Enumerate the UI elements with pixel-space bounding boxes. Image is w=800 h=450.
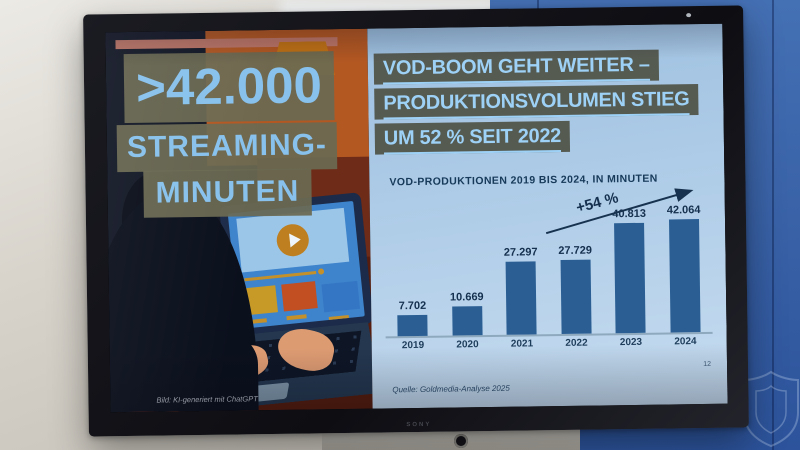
video-player: [236, 207, 350, 273]
tv-brand-logo: SONY: [406, 421, 432, 429]
video-thumbnail: [321, 280, 361, 313]
slide-chart-panel: VOD-BOOM GEHT WEITER – PRODUKTIONSVOLUME…: [367, 23, 728, 409]
thumbnail-caption-bar: [286, 314, 307, 321]
video-thumbnail: [281, 281, 318, 312]
headline-line2: STREAMING-: [116, 122, 338, 173]
camera-lens-icon: [454, 434, 468, 448]
backdrop-seam: [772, 0, 774, 450]
headline-value: >42.000: [123, 51, 335, 124]
play-icon: [275, 222, 311, 258]
tv-status-led: [686, 13, 692, 18]
headline-line3: MINUTEN: [143, 168, 312, 218]
slide-illustration-panel: >42.000 STREAMING- MINUTEN Bild: KI-gene…: [105, 28, 373, 413]
backdrop-emblem-icon: [743, 370, 799, 448]
conference-soundbar: [322, 427, 580, 450]
video-progress-bar: [244, 271, 317, 282]
tv-screen: >42.000 STREAMING- MINUTEN Bild: KI-gene…: [105, 23, 728, 413]
video-progress-handle: [317, 268, 325, 275]
image-credit: Bild: KI-generiert mit ChatGPT: [156, 394, 258, 405]
tv-display: SONY: [83, 5, 749, 437]
thumbnail-caption-bar: [328, 314, 350, 321]
growth-arrow-icon: [545, 188, 694, 235]
